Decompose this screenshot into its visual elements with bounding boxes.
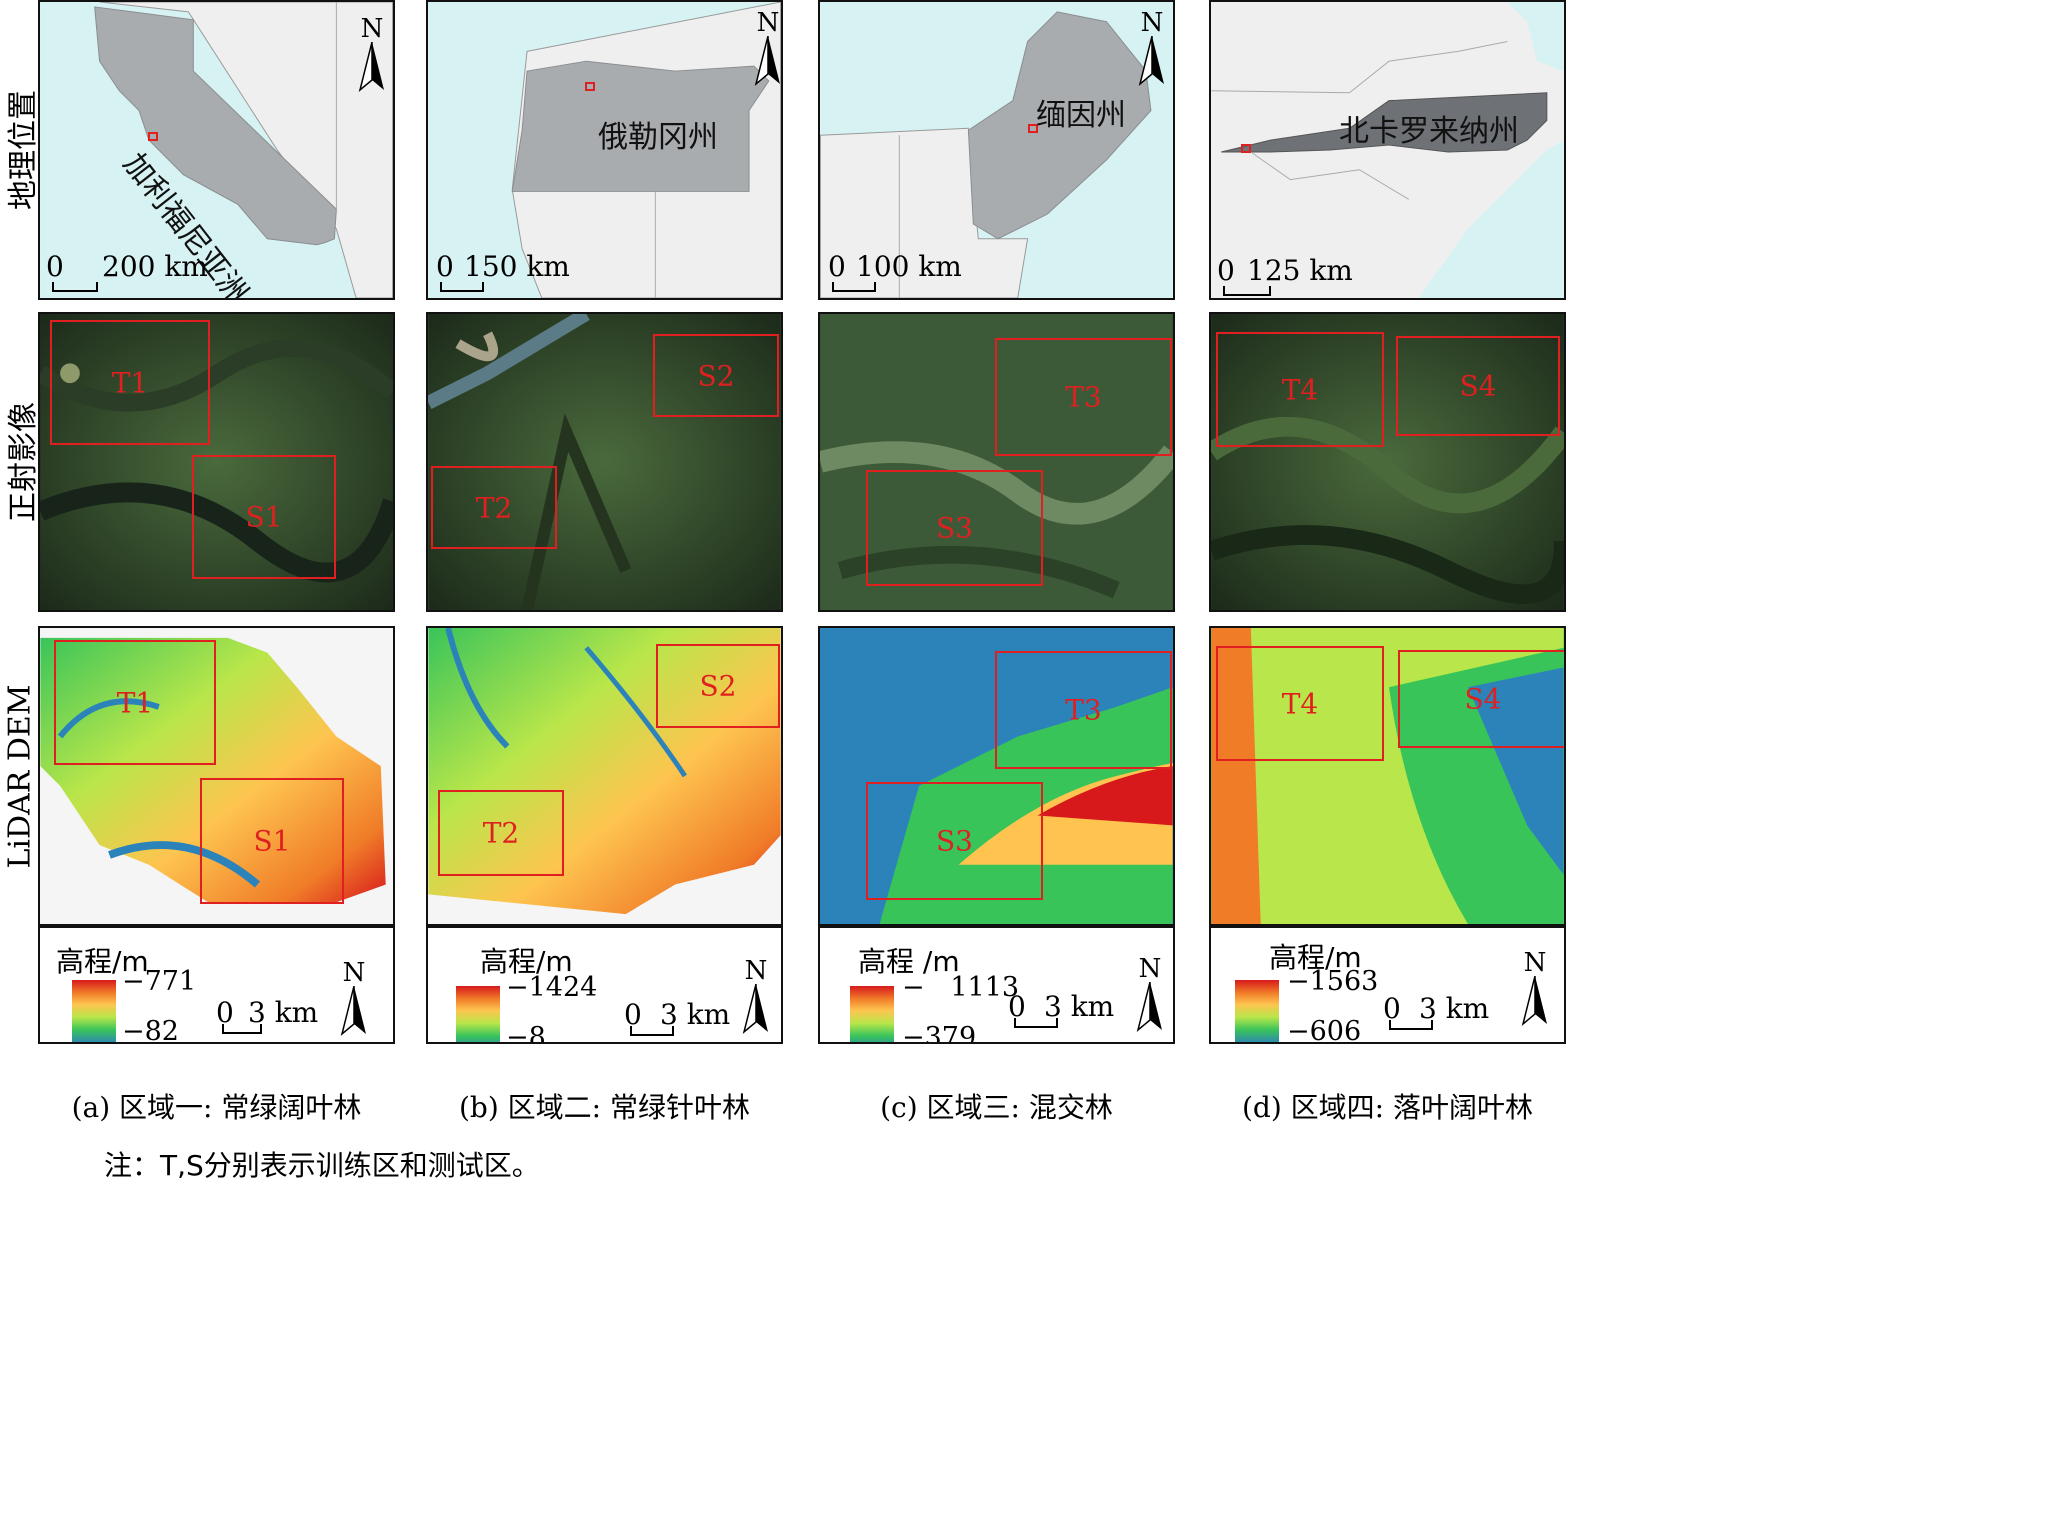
train-area-box: T3: [995, 651, 1172, 769]
scale-distance: 200 km: [102, 250, 208, 283]
elevation-color-ramp: [1235, 980, 1279, 1042]
north-carolina-map-shapes: [1211, 2, 1564, 298]
scale-bar: [440, 282, 484, 292]
north-arrow-icon: N: [1134, 10, 1170, 88]
train-area-box: T3: [995, 338, 1172, 456]
north-arrow-icon: N: [750, 10, 781, 88]
scale-distance: 150 km: [464, 250, 570, 283]
test-area-box: S1: [200, 778, 344, 904]
elev-max-label: −1424: [506, 972, 598, 1003]
scale-bar: [222, 1024, 262, 1034]
state-label: 北卡罗来纳州: [1339, 114, 1519, 149]
ortho-image-region4: T4 S4: [1209, 312, 1566, 612]
test-area-box: S4: [1396, 336, 1560, 436]
train-area-box: T2: [431, 466, 557, 549]
train-area-box: T1: [54, 640, 216, 765]
california-map-shapes: [40, 2, 393, 298]
location-map-oregon: 俄勒冈州 N 0 150 km: [426, 0, 783, 300]
test-area-box: S1: [192, 455, 336, 579]
maine-map-shapes: [820, 2, 1173, 298]
scale-bar: [1223, 286, 1271, 296]
train-area-box: T1: [50, 320, 210, 445]
test-area-box: S3: [866, 782, 1043, 900]
elevation-color-ramp: [72, 980, 116, 1042]
location-map-north-carolina: 北卡罗来纳州 0 125 km: [1209, 0, 1566, 300]
scale-bar: [52, 282, 98, 292]
scale-zero: 0: [828, 250, 846, 283]
legend-region2: 高程/m −1424 −8 0 3 km N: [426, 926, 783, 1044]
ortho-texture: [428, 314, 781, 610]
north-arrow-icon: N: [336, 960, 372, 1038]
scale-bar: [1014, 1018, 1058, 1028]
scale-distance: 100 km: [856, 250, 962, 283]
ortho-texture: [1211, 314, 1564, 610]
scale-distance: 125 km: [1247, 254, 1353, 287]
study-area-marker: [148, 132, 158, 141]
ortho-texture: [40, 314, 393, 610]
elev-min-label: −606: [1287, 1016, 1362, 1044]
elevation-color-ramp: [456, 986, 500, 1042]
dem-region2: S2 T2: [426, 626, 783, 926]
study-area-marker: [1028, 124, 1038, 133]
dem-region4: T4 S4: [1209, 626, 1566, 926]
state-label: 俄勒冈州: [598, 120, 718, 155]
legend-region4: 高程/m −1563 −606 0 3 km N: [1209, 926, 1566, 1044]
dem-region1: T1 S1: [38, 626, 395, 926]
location-map-maine: 缅因州 N 0 100 km: [818, 0, 1175, 300]
figure-note: 注：T,S分别表示训练区和测试区。: [104, 1149, 540, 1182]
ortho-image-region1: T1 S1: [38, 312, 395, 612]
ortho-image-region2: S2 T2: [426, 312, 783, 612]
north-arrow-icon: N: [738, 958, 774, 1036]
dem-surface: [428, 628, 781, 915]
row-label-dem: LiDAR DEM: [2, 683, 38, 869]
train-area-box: T4: [1216, 646, 1384, 761]
scale-zero: 0: [436, 250, 454, 283]
scale-bar: [1389, 1020, 1433, 1030]
test-area-box: S3: [866, 470, 1043, 586]
legend-region1: 高程/m −771 −82 0 3 km N: [38, 926, 395, 1044]
test-area-box: S2: [653, 334, 779, 417]
ortho-image-region3: T3 S3: [818, 312, 1175, 612]
scale-bar: [832, 282, 876, 292]
elev-min-label: −379: [902, 1022, 977, 1044]
elevation-color-ramp: [850, 986, 894, 1042]
study-area-marker: [1241, 144, 1251, 153]
oregon-map-shapes: [428, 2, 781, 298]
caption-region1: (a) 区域一: 常绿阔叶林: [71, 1091, 362, 1124]
dem-region3: T3 S3: [818, 626, 1175, 926]
scale-zero: 0: [46, 250, 64, 283]
dem-surface: [1211, 628, 1564, 924]
elev-max-label: −1563: [1287, 966, 1379, 997]
north-arrow-icon: N: [1132, 956, 1168, 1034]
study-area-marker: [585, 82, 595, 91]
ortho-texture: [820, 314, 1173, 610]
train-area-box: T2: [438, 790, 564, 876]
row-label-location: 地理位置: [6, 90, 41, 210]
scale-bar: [630, 1026, 674, 1036]
elev-min-label: −82: [122, 1016, 179, 1044]
legend-region3: 高程 /m − 1113 −379 0 3 km N: [818, 926, 1175, 1044]
location-map-california: 加利福尼亚洲 N 0 200 km: [38, 0, 395, 300]
north-arrow-icon: N: [1517, 950, 1553, 1028]
test-area-box: S2: [656, 644, 780, 728]
elev-max-label: − 1113: [902, 972, 1020, 1003]
north-arrow-icon: N: [354, 16, 390, 94]
elev-min-label: −8: [506, 1022, 546, 1044]
caption-region4: (d) 区域四: 落叶阔叶林: [1241, 1091, 1533, 1124]
caption-region2: (b) 区域二: 常绿针叶林: [458, 1091, 750, 1124]
scale-zero: 0: [1217, 254, 1235, 287]
train-area-box: T4: [1216, 332, 1384, 447]
caption-region3: (c) 区域三: 混交林: [880, 1091, 1113, 1124]
state-label: 缅因州: [1036, 98, 1126, 133]
elev-max-label: −771: [122, 966, 197, 997]
test-area-box: S4: [1398, 650, 1564, 748]
dem-surface: [40, 637, 386, 903]
row-label-ortho: 正射影像: [6, 402, 41, 522]
